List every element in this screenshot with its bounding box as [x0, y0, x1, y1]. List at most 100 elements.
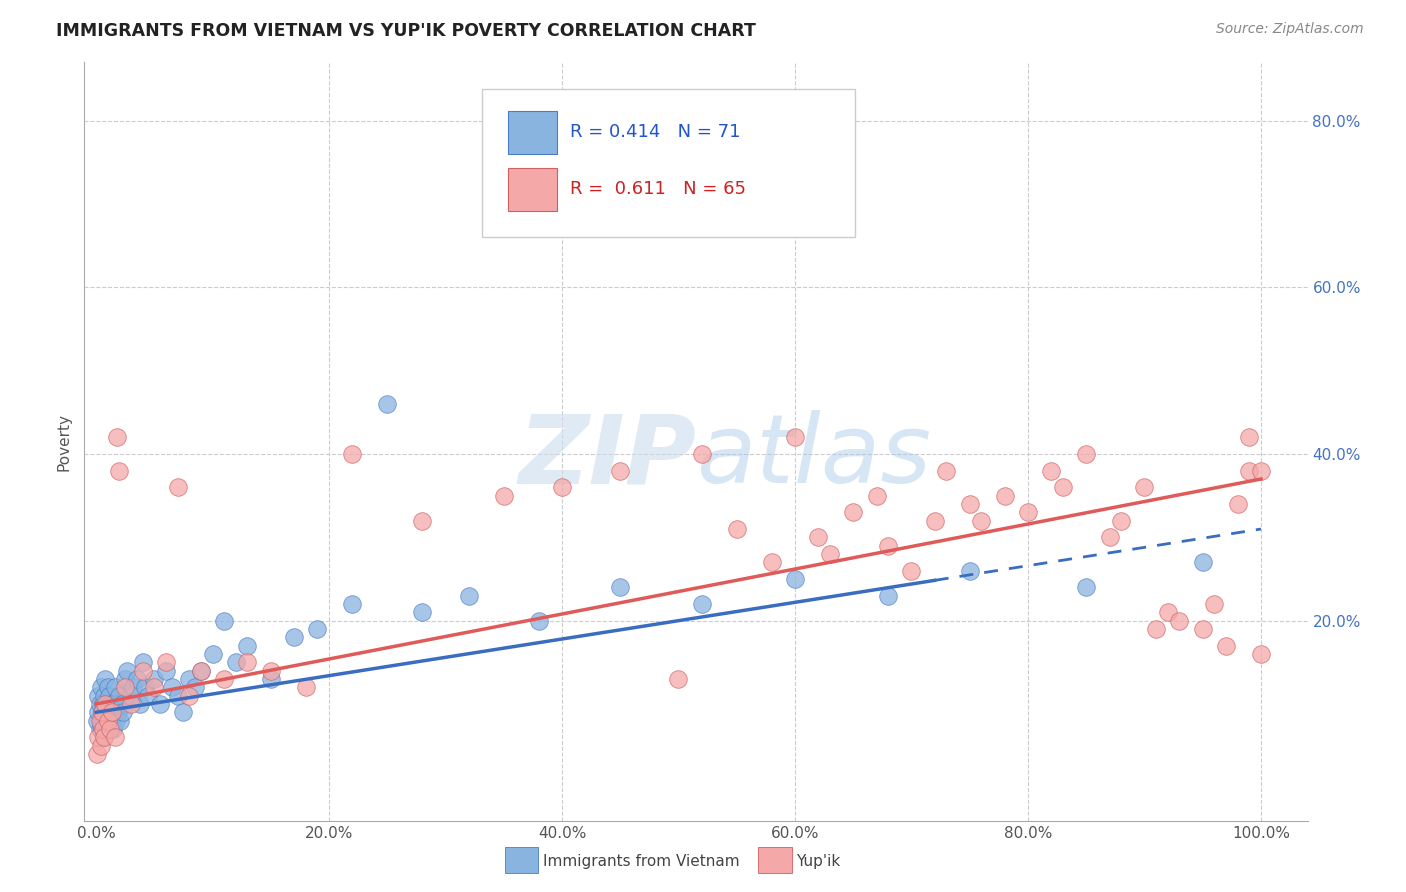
- Point: [457, 589, 479, 603]
- Point: [924, 514, 946, 528]
- Point: [125, 672, 148, 686]
- Point: [179, 672, 201, 686]
- Point: [87, 706, 110, 720]
- Point: [1239, 464, 1261, 478]
- Point: [107, 706, 129, 720]
- Point: [172, 706, 194, 720]
- Point: [117, 664, 139, 678]
- Point: [492, 489, 515, 503]
- Y-axis label: Poverty: Poverty: [56, 412, 72, 471]
- Point: [104, 714, 127, 728]
- Point: [131, 664, 153, 678]
- Point: [86, 747, 108, 761]
- Point: [959, 564, 981, 578]
- Point: [411, 514, 433, 528]
- Text: R = 0.414   N = 71: R = 0.414 N = 71: [569, 123, 741, 141]
- Point: [551, 480, 574, 494]
- Point: [1226, 497, 1249, 511]
- Point: [100, 706, 122, 720]
- Point: [103, 697, 125, 711]
- Point: [101, 706, 124, 720]
- Point: [93, 731, 115, 745]
- Point: [96, 697, 118, 711]
- Point: [155, 656, 177, 670]
- Point: [877, 589, 900, 603]
- Point: [1098, 530, 1121, 544]
- FancyBboxPatch shape: [508, 111, 557, 154]
- Point: [105, 697, 128, 711]
- Point: [260, 672, 283, 686]
- Point: [527, 614, 550, 628]
- Text: R =  0.611   N = 65: R = 0.611 N = 65: [569, 180, 747, 198]
- Point: [96, 722, 118, 736]
- Text: Immigrants from Vietnam: Immigrants from Vietnam: [543, 855, 740, 869]
- FancyBboxPatch shape: [508, 168, 557, 211]
- Point: [90, 706, 112, 720]
- Point: [225, 656, 247, 670]
- Point: [1109, 514, 1132, 528]
- Point: [89, 697, 111, 711]
- Point: [342, 597, 364, 611]
- Point: [294, 681, 316, 695]
- Point: [110, 714, 132, 728]
- Point: [761, 555, 783, 569]
- Text: IMMIGRANTS FROM VIETNAM VS YUP'IK POVERTY CORRELATION CHART: IMMIGRANTS FROM VIETNAM VS YUP'IK POVERT…: [56, 22, 756, 40]
- Point: [184, 681, 207, 695]
- Point: [1250, 464, 1272, 478]
- Point: [783, 430, 806, 444]
- Point: [1133, 480, 1156, 494]
- Point: [959, 497, 981, 511]
- Text: ZIP: ZIP: [517, 410, 696, 503]
- Point: [1191, 622, 1213, 636]
- Point: [160, 681, 183, 695]
- Point: [236, 639, 259, 653]
- Point: [111, 697, 134, 711]
- Point: [342, 447, 364, 461]
- Point: [143, 681, 166, 695]
- Point: [114, 681, 136, 695]
- Point: [690, 447, 713, 461]
- Point: [94, 706, 117, 720]
- Point: [1215, 639, 1237, 653]
- Point: [120, 697, 142, 711]
- Point: [134, 681, 156, 695]
- Point: [90, 681, 112, 695]
- Point: [114, 672, 136, 686]
- Point: [877, 539, 900, 553]
- Point: [842, 505, 865, 519]
- Point: [260, 664, 283, 678]
- Point: [212, 614, 235, 628]
- Point: [807, 530, 830, 544]
- Point: [970, 514, 993, 528]
- Point: [1017, 505, 1039, 519]
- Point: [1076, 580, 1098, 594]
- Point: [89, 714, 111, 728]
- Point: [90, 722, 112, 736]
- Point: [108, 689, 131, 703]
- Point: [94, 672, 117, 686]
- Point: [87, 689, 110, 703]
- Point: [105, 430, 128, 444]
- Point: [609, 580, 631, 594]
- Point: [935, 464, 957, 478]
- Point: [283, 631, 305, 645]
- Point: [90, 739, 112, 753]
- Point: [104, 731, 127, 745]
- Point: [103, 722, 125, 736]
- Point: [668, 672, 690, 686]
- Point: [90, 706, 112, 720]
- Text: atlas: atlas: [696, 410, 931, 503]
- Point: [375, 397, 398, 411]
- Point: [1144, 622, 1167, 636]
- Point: [725, 522, 748, 536]
- Point: [783, 572, 806, 586]
- Point: [108, 464, 131, 478]
- Point: [818, 547, 841, 561]
- Point: [865, 489, 887, 503]
- Point: [93, 731, 115, 745]
- Point: [1204, 597, 1226, 611]
- Point: [101, 714, 124, 728]
- Point: [122, 681, 145, 695]
- Point: [411, 605, 433, 619]
- Point: [90, 714, 112, 728]
